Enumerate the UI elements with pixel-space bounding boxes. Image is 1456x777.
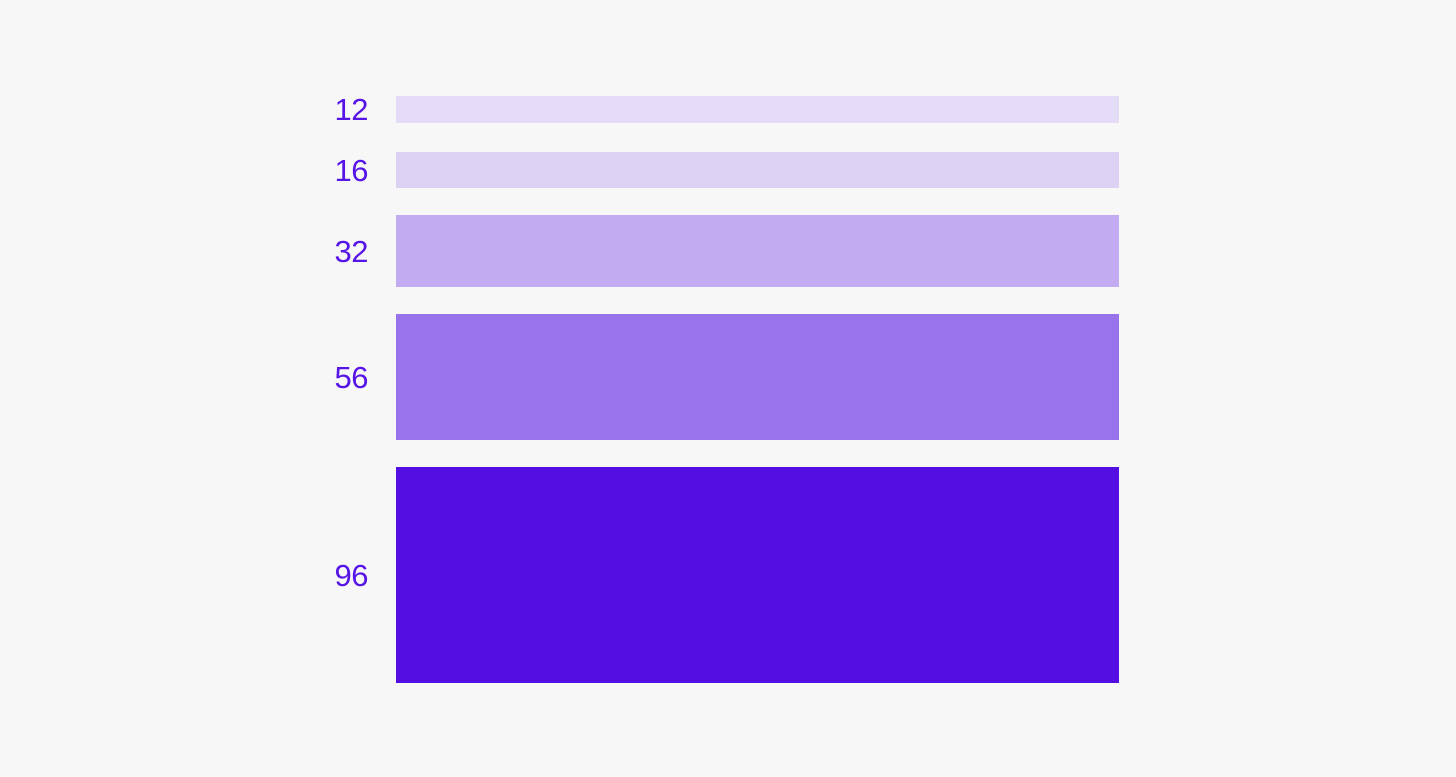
bar <box>396 314 1119 440</box>
bar <box>396 215 1119 287</box>
bar-value-label: 12 <box>334 92 369 127</box>
bar <box>396 152 1119 188</box>
bar-chart: 12 16 32 56 96 <box>0 94 1456 683</box>
bar <box>396 467 1119 683</box>
bar-value-label: 32 <box>334 233 369 269</box>
bar-row: 16 <box>0 152 1456 188</box>
bar-value-label: 96 <box>334 557 369 593</box>
bar-row: 56 <box>0 314 1456 440</box>
bar-row: 12 <box>0 94 1456 125</box>
bar-row: 96 <box>0 467 1456 683</box>
bar-value-label: 56 <box>334 359 369 395</box>
bar <box>396 96 1119 123</box>
bar-row: 32 <box>0 215 1456 287</box>
bar-rows: 12 16 32 56 96 <box>0 94 1456 683</box>
bar-value-label: 16 <box>334 152 369 188</box>
